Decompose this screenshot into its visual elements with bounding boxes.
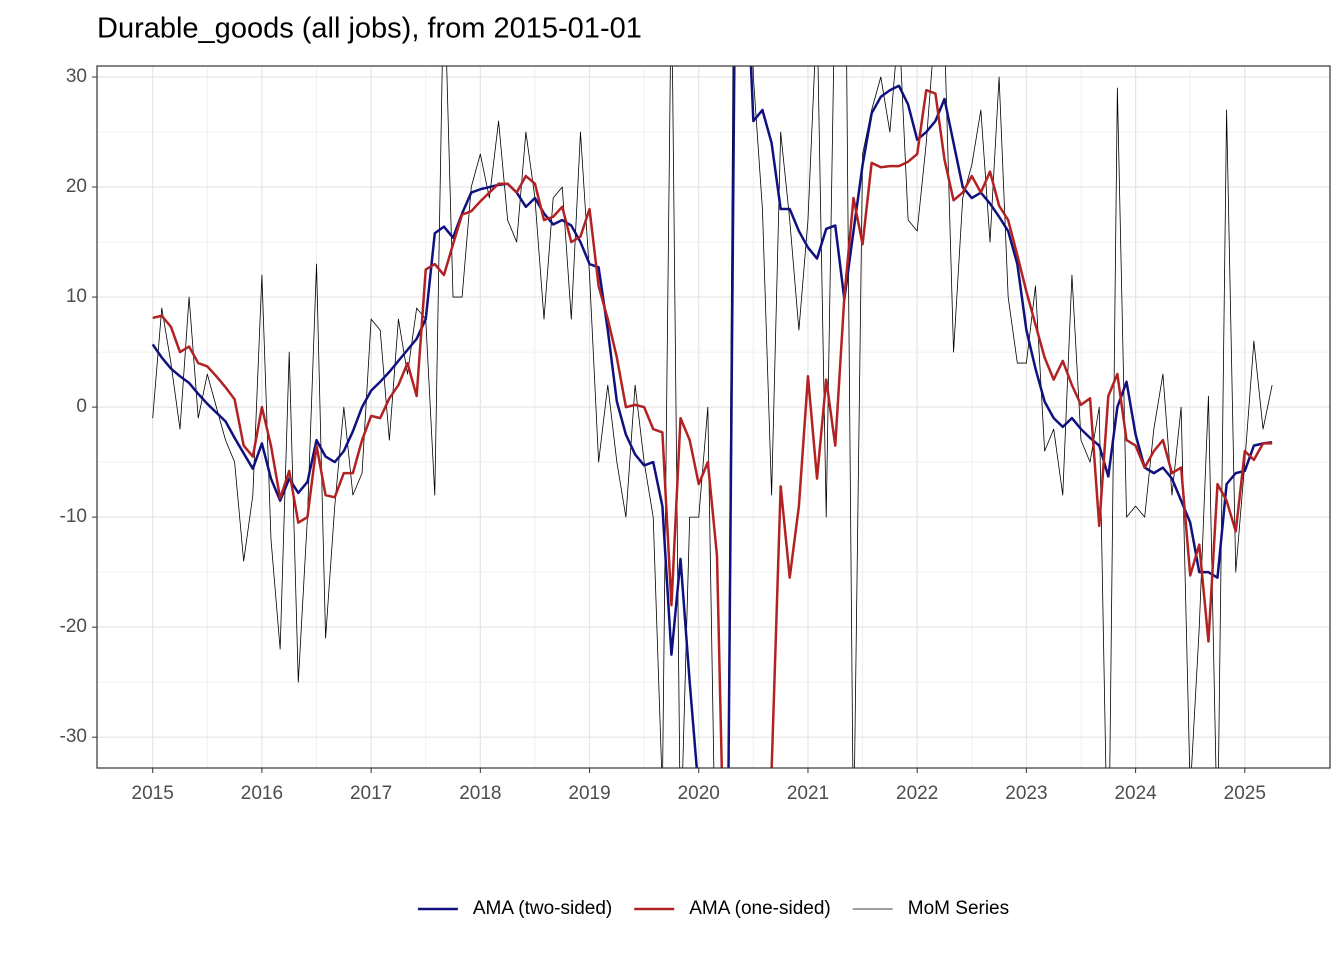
legend-item: MoM Series <box>852 898 1009 919</box>
x-tick-label: 2024 <box>1114 783 1157 804</box>
y-tick-label: -20 <box>60 616 87 637</box>
y-tick-label: -10 <box>60 506 87 527</box>
plot-frame <box>96 65 1331 769</box>
x-tick-label: 2016 <box>241 783 283 804</box>
axes: -30 -20 -10 0 10 20 30 2015 2016 2017 2018 2019 2020… <box>60 66 1266 804</box>
legend: AMA (two-sided) AMA (one-sided) MoM Series <box>417 898 1009 919</box>
grid <box>97 66 1330 768</box>
legend-item: AMA (one-sided) <box>634 898 831 919</box>
x-tick-label: 2019 <box>568 783 610 804</box>
y-tick-label: -30 <box>60 726 87 747</box>
y-tick-label: 0 <box>76 396 87 417</box>
chart-title: Durable_goods (all jobs), from 2015-01-0… <box>97 13 642 45</box>
x-tick-label: 2015 <box>132 783 174 804</box>
x-tick-label: 2020 <box>678 783 720 804</box>
y-tick-label: 30 <box>66 66 87 87</box>
plot-lines <box>151 66 1273 768</box>
legend-label: AMA (one-sided) <box>689 898 831 919</box>
y-tick-label: 10 <box>66 286 87 307</box>
legend-label: MoM Series <box>908 898 1009 919</box>
x-tick-label: 2023 <box>1005 783 1047 804</box>
series-line <box>152 88 1273 768</box>
series-line <box>152 66 1273 768</box>
legend-item: AMA (two-sided) <box>417 898 612 919</box>
series-line <box>151 66 1273 768</box>
x-tick-label: 2021 <box>787 783 829 804</box>
x-tick-label: 2018 <box>459 783 501 804</box>
legend-label: AMA (two-sided) <box>473 898 612 919</box>
y-tick-label: 20 <box>66 176 87 197</box>
x-tick-label: 2025 <box>1224 783 1266 804</box>
x-tick-label: 2022 <box>896 783 938 804</box>
x-tick-label: 2017 <box>350 783 392 804</box>
